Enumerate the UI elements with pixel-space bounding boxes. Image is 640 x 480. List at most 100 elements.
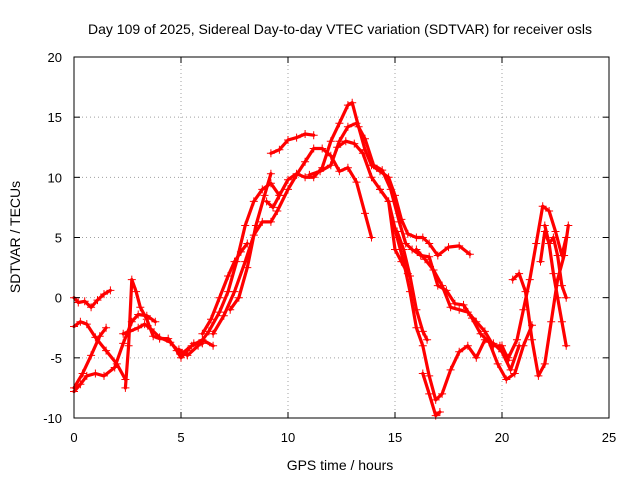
data-point [510,369,519,378]
data-point [425,239,434,248]
data-point [547,317,556,326]
data-point [348,98,357,107]
data-point [438,389,447,398]
data-point [480,327,489,336]
data-point [230,287,239,296]
series-line [269,132,316,155]
y-tick-label: 20 [48,50,62,65]
series-line [72,288,113,309]
data-point [352,178,361,187]
data-point [493,359,502,368]
data-point [534,371,543,380]
data-point [142,315,151,324]
data-point [82,371,91,380]
data-point [236,247,245,256]
data-point [343,163,352,172]
data-point [102,323,111,332]
data-point [376,185,384,194]
series-arc-5 [121,275,207,392]
data-point [78,369,87,378]
data-point [198,329,207,338]
series-arc-11 [262,98,474,260]
axis-layer: 0 5 10 15 20 25 -10 -5 0 5 10 15 20 [43,50,616,445]
data-point [209,329,218,338]
data-point [121,383,130,392]
data-point [301,130,310,138]
data-point [326,137,335,146]
y-tick-label: 0 [55,291,62,306]
series-line [543,223,568,300]
data-point [425,389,434,398]
data-point [425,371,434,380]
data-point [151,317,160,326]
data-point [406,272,414,280]
data-point [412,323,421,332]
data-point [553,251,562,260]
data-point [551,227,560,236]
data-point [480,335,489,344]
series-line [335,139,521,402]
data-point [361,209,369,218]
data-point [241,221,250,230]
data-point [463,341,472,350]
x-tick-label: 0 [70,430,77,445]
series-arc-3 [70,310,160,396]
data-point [399,245,408,254]
data-point [234,293,243,302]
data-point [506,365,515,374]
data-point [140,320,149,329]
series-layer [70,98,573,420]
data-point [82,320,91,329]
y-axis-title: SDTVAR / TECUs [7,181,23,293]
data-point [305,170,314,179]
data-point [275,145,284,154]
data-point [564,221,573,230]
data-point [269,203,277,212]
y-tick-label: 15 [48,110,62,125]
data-point [455,241,464,250]
data-point [536,257,545,266]
data-point [95,332,104,341]
data-point [100,290,108,299]
series-arc-19 [495,202,571,362]
data-point [80,297,89,306]
data-point [266,149,275,158]
data-point [450,299,459,308]
data-point [515,341,524,350]
data-point [147,325,155,333]
data-point [412,245,421,254]
data-point [504,353,513,362]
data-point [333,143,342,152]
data-point [545,239,554,248]
data-point [549,233,558,242]
series-line [421,371,442,418]
series-arc-7 [174,179,284,360]
data-point [183,351,192,360]
data-point [230,257,239,266]
data-point [446,365,455,374]
data-point [350,139,359,148]
series-line [395,229,429,342]
data-point [275,191,284,200]
x-tick-label: 10 [281,430,295,445]
data-point [495,341,504,350]
chart-title: Day 109 of 2025, Sidereal Day-to-day VTE… [88,21,592,37]
data-point [352,119,361,128]
data-point [136,303,145,312]
data-point [207,315,215,324]
data-point [459,300,468,309]
data-point [528,335,536,344]
data-point [119,329,128,338]
data-point [438,281,447,290]
data-point [215,308,224,317]
data-point [463,308,472,317]
data-point [549,269,558,278]
data-point [433,251,442,260]
data-point [525,275,534,284]
data-point [519,305,528,314]
series-arc-9 [209,144,376,338]
data-point [149,332,158,341]
data-point [557,317,566,326]
data-point [243,263,252,272]
data-point [226,305,235,314]
